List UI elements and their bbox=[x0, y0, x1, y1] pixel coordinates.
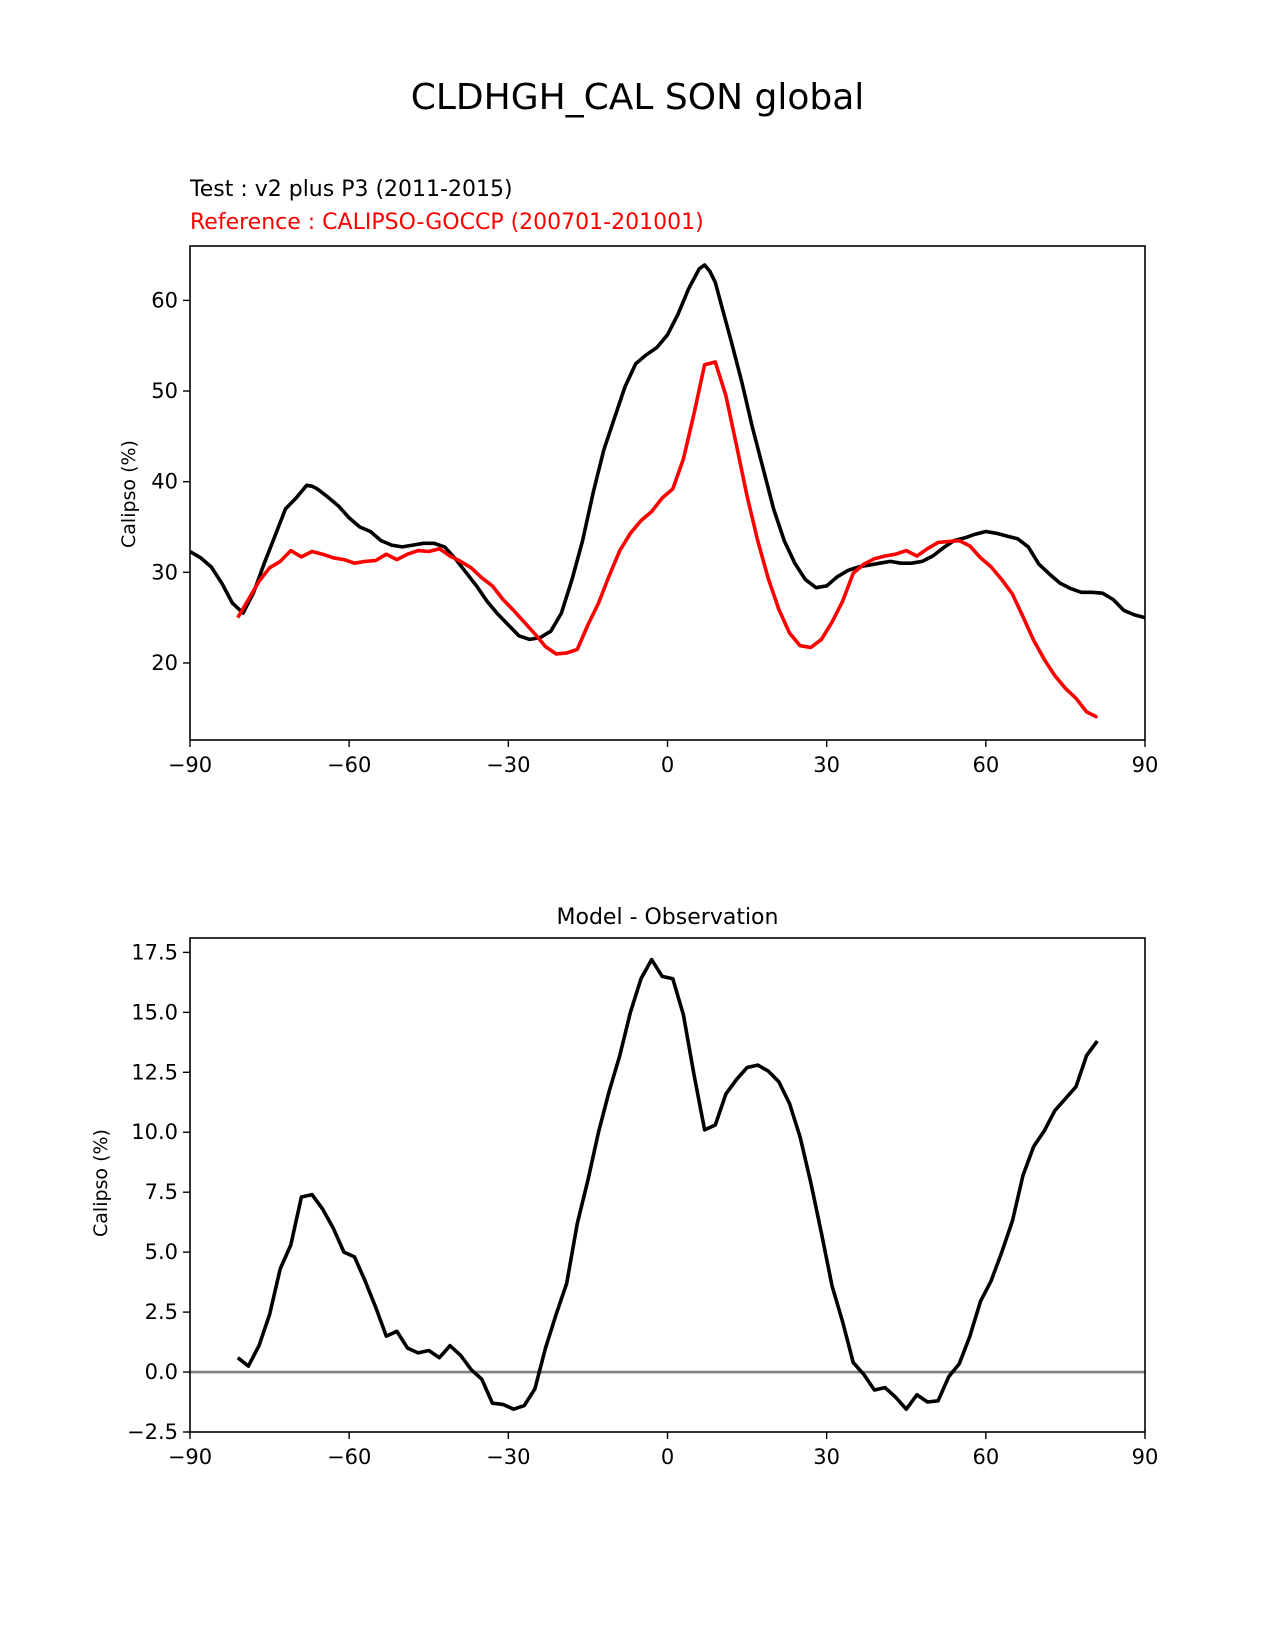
top-test-series-line bbox=[189, 263, 1146, 642]
bottom-y-tick-label: 12.5 bbox=[131, 1060, 178, 1084]
bottom-y-tick-label: 17.5 bbox=[131, 940, 178, 964]
top-y-tick-label: 30 bbox=[151, 560, 178, 584]
top-x-tick-label: −60 bbox=[327, 753, 371, 777]
top-ticks: −90 −60 −30 0 30 60 90 20 30 40 50 60 bbox=[151, 288, 1158, 777]
bottom-ticks: −90 −60 −30 0 30 60 90 −2.5 0.0 2.5 5.0 7.5 10.0 12.5… bbox=[127, 940, 1158, 1469]
bottom-x-tick-label: −90 bbox=[168, 1445, 212, 1469]
bottom-difference-series-line bbox=[236, 957, 1099, 1411]
bottom-y-tick-label: 0.0 bbox=[145, 1360, 178, 1384]
top-lines bbox=[189, 263, 1146, 719]
bottom-y-tick-label: 10.0 bbox=[131, 1120, 178, 1144]
bottom-y-tick-label: −2.5 bbox=[127, 1420, 178, 1444]
bottom-x-tick-label: 30 bbox=[813, 1445, 840, 1469]
reference-label: Reference : CALIPSO-GOCCP (200701-201001… bbox=[190, 210, 704, 235]
top-y-tick-label: 20 bbox=[151, 651, 178, 675]
top-plot-frame bbox=[189, 245, 1146, 741]
top-x-tick-label: 90 bbox=[1132, 753, 1159, 777]
bottom-y-tick-label: 15.0 bbox=[131, 1000, 178, 1024]
top-x-tick-label: −90 bbox=[168, 753, 212, 777]
bottom-panel: Model - Observation Calipso (%) −90 −60 −3… bbox=[90, 905, 1158, 1469]
top-x-tick-label: 30 bbox=[813, 753, 840, 777]
top-y-axis-label: Calipso (%) bbox=[118, 440, 140, 548]
top-y-tick-label: 40 bbox=[151, 470, 178, 494]
test-label: Test : v2 plus P3 (2011-2015) bbox=[189, 177, 513, 202]
top-panel: Test : v2 plus P3 (2011-2015) Reference … bbox=[118, 177, 1158, 777]
bottom-panel-title: Model - Observation bbox=[557, 905, 779, 930]
top-x-tick-label: 0 bbox=[661, 753, 674, 777]
bottom-x-tick-label: 60 bbox=[972, 1445, 999, 1469]
bottom-y-tick-label: 5.0 bbox=[145, 1240, 178, 1264]
bottom-plot-frame bbox=[189, 937, 1146, 1433]
bottom-x-tick-label: 0 bbox=[661, 1445, 674, 1469]
figure-title: CLDHGH_CAL SON global bbox=[411, 77, 865, 118]
bottom-x-tick-label: −60 bbox=[327, 1445, 371, 1469]
bottom-y-tick-label: 7.5 bbox=[145, 1180, 178, 1204]
top-y-tick-label: 60 bbox=[151, 288, 178, 312]
bottom-x-tick-label: −30 bbox=[486, 1445, 530, 1469]
bottom-y-axis-label: Calipso (%) bbox=[90, 1129, 112, 1237]
bottom-lines bbox=[190, 957, 1145, 1411]
bottom-y-tick-label: 2.5 bbox=[145, 1300, 178, 1324]
top-y-tick-label: 50 bbox=[151, 379, 178, 403]
bottom-x-tick-label: 90 bbox=[1132, 1445, 1159, 1469]
top-x-tick-label: −30 bbox=[486, 753, 530, 777]
top-x-tick-label: 60 bbox=[972, 753, 999, 777]
top-reference-series-line bbox=[236, 360, 1099, 719]
